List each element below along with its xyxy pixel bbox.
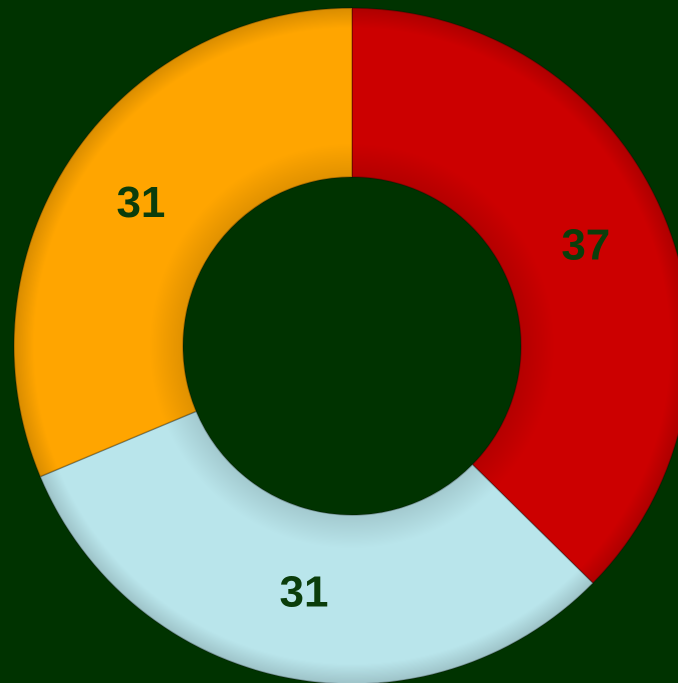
data-label: 31 [116,178,165,227]
slice-shade [40,411,593,683]
data-label: 31 [280,568,329,617]
slice-shade [13,8,352,477]
slice-shade [352,8,678,584]
data-label: 37 [561,221,610,270]
